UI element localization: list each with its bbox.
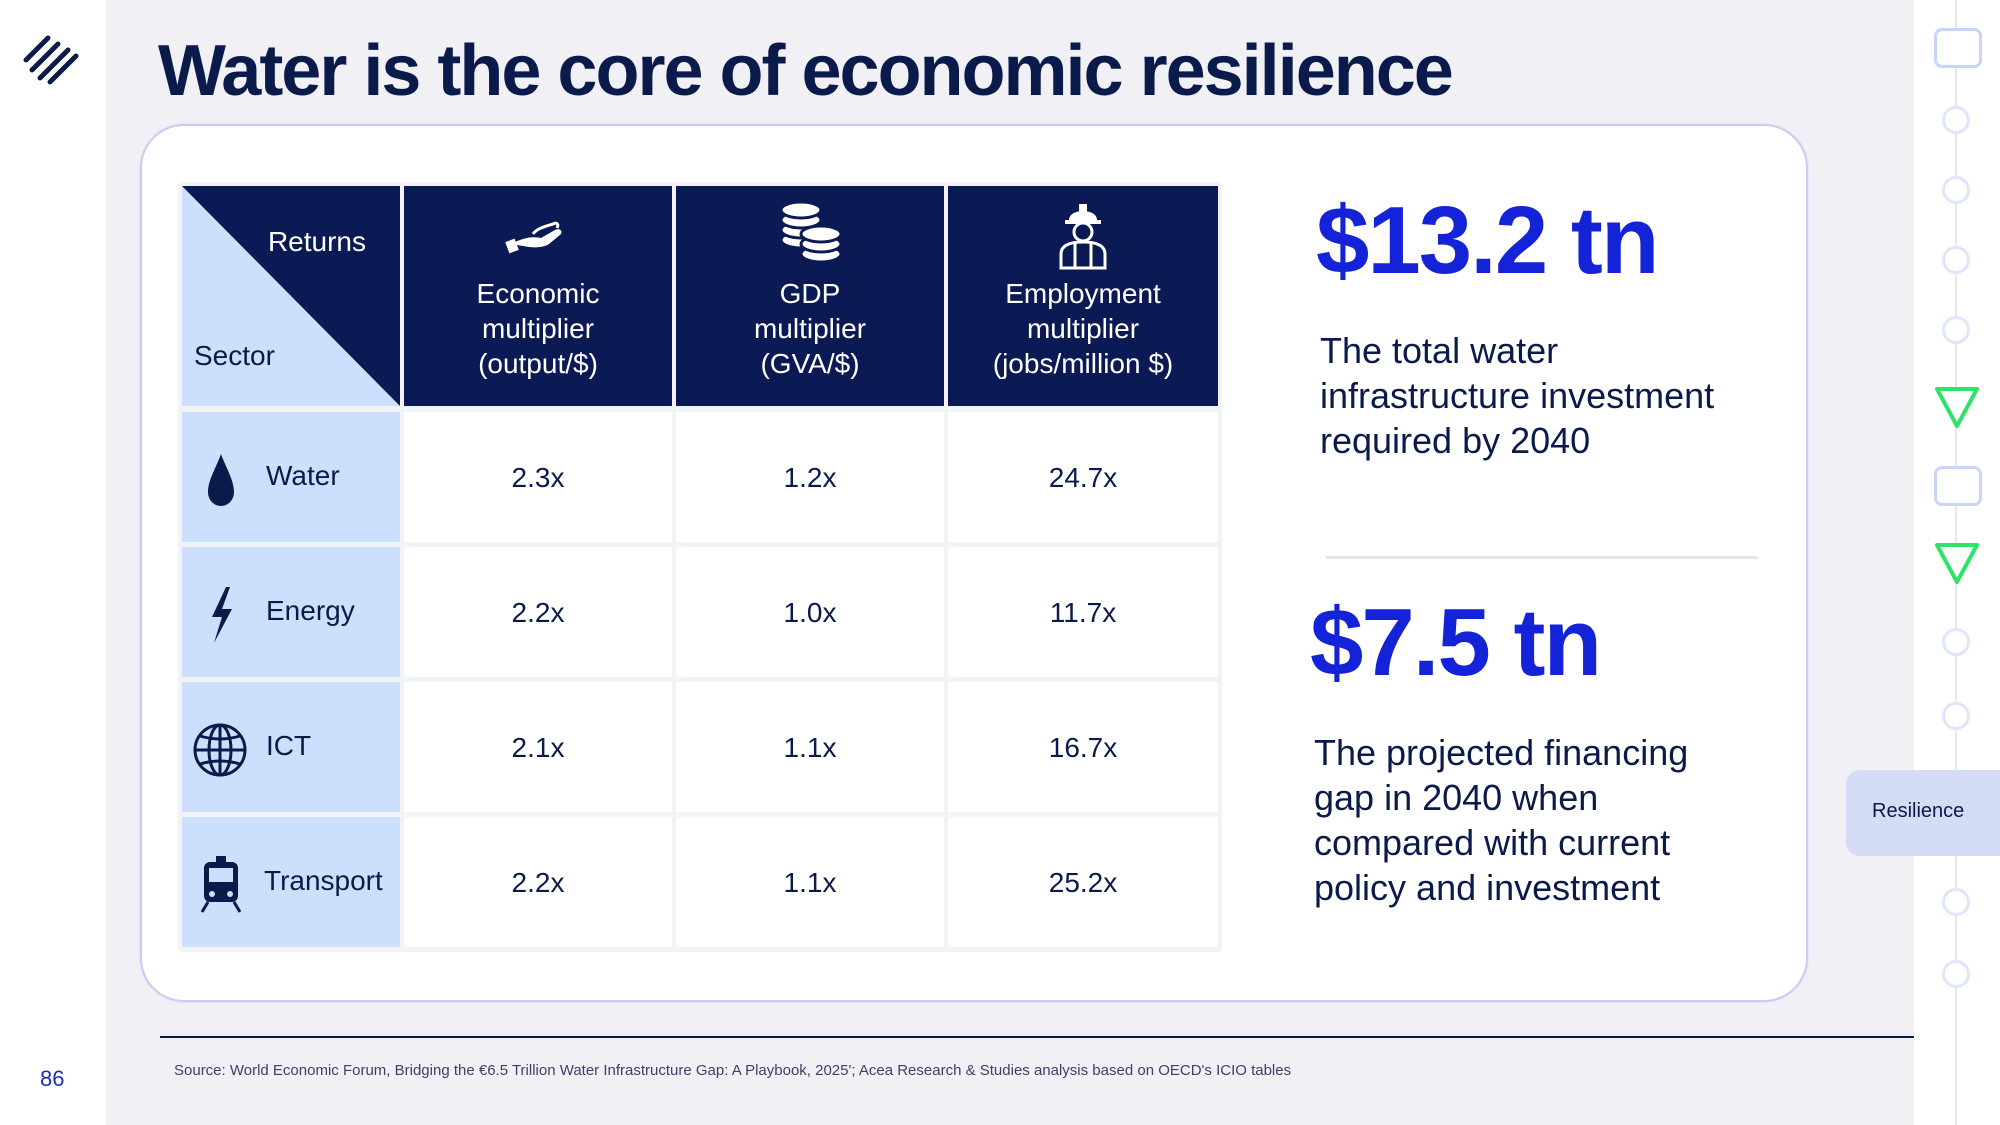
footer-divider — [160, 1036, 1914, 1038]
row-sector-label: Transport — [264, 865, 383, 896]
table-cell: 1.1x — [676, 817, 944, 947]
nav-page-node[interactable] — [1942, 702, 1970, 730]
left-rail: 86 — [0, 0, 106, 1125]
table-cell: 11.7x — [948, 547, 1218, 677]
row-label-energy: Energy — [182, 547, 400, 677]
cell-value: 16.7x — [1048, 732, 1118, 763]
nav-page-node[interactable] — [1942, 316, 1970, 344]
page-number: 86 — [40, 1066, 65, 1091]
multiplier-table: Returns Sector Economic multiplier (outp… — [178, 182, 1222, 952]
cell-value: 2.2x — [511, 597, 565, 628]
row-label-ict: ICT — [182, 682, 400, 812]
nav-page-node[interactable] — [1942, 106, 1970, 134]
table-cell: 2.3x — [404, 412, 672, 542]
page-title: Water is the core of economic resilience — [158, 31, 1454, 111]
table-corner-cell: Returns Sector — [182, 186, 400, 406]
nav-tab-resilience[interactable]: Resilience — [1846, 770, 2000, 856]
table-cell: 2.2x — [404, 547, 672, 677]
nav-page-node[interactable] — [1942, 176, 1970, 204]
table-cell: 16.7x — [948, 682, 1218, 812]
column-header-label: Economic multiplier (output/$) — [476, 278, 600, 379]
content-card: Returns Sector Economic multiplier (outp… — [140, 124, 1808, 1002]
brand-logo-icon — [23, 35, 79, 85]
table-cell: 2.1x — [404, 682, 672, 812]
row-label-water: Water — [182, 412, 400, 542]
water-drop-icon — [208, 454, 234, 506]
cell-value: 11.7x — [1049, 597, 1117, 628]
stat-total-investment-description: The total water infrastructure investmen… — [1320, 330, 1715, 461]
lightning-icon — [212, 587, 232, 643]
row-label-transport: Transport — [182, 817, 400, 947]
column-header-gdp: GDP multiplier (GVA/$) — [676, 186, 944, 406]
corner-sector-label: Sector — [194, 340, 275, 371]
stat-total-investment-value: $13.2 tn — [1316, 187, 1660, 294]
stat-financing-gap-value: $7.5 tn — [1310, 589, 1602, 696]
nav-page-node[interactable] — [1942, 246, 1970, 274]
cell-value: 2.3x — [511, 462, 565, 493]
nav-marker-triangle-icon[interactable] — [1934, 542, 1980, 586]
worker-icon — [1059, 204, 1107, 270]
cell-value: 1.0x — [783, 597, 837, 628]
cell-value: 1.1x — [783, 732, 837, 763]
table-cell: 24.7x — [948, 412, 1218, 542]
nav-tab-label: Resilience — [1872, 800, 1965, 822]
nav-section-node[interactable] — [1934, 466, 1982, 506]
column-header-label: Employment multiplier (jobs/million $) — [992, 278, 1174, 379]
corner-returns-label: Returns — [267, 226, 366, 257]
table-cell: 25.2x — [948, 817, 1218, 947]
stats-divider — [1326, 556, 1758, 559]
coins-icon — [779, 200, 843, 264]
nav-page-node[interactable] — [1942, 628, 1970, 656]
corner-diagonal-shape — [182, 186, 400, 406]
table-cell: 1.2x — [676, 412, 944, 542]
column-header-employment: Employment multiplier (jobs/million $) — [948, 186, 1218, 406]
nav-marker-triangle-icon[interactable] — [1934, 386, 1980, 430]
column-header-economic: Economic multiplier (output/$) — [404, 186, 672, 406]
nav-page-node[interactable] — [1942, 960, 1970, 988]
globe-icon — [193, 723, 247, 777]
source-note: Source: World Economic Forum, Bridging t… — [174, 1062, 1292, 1079]
row-sector-label: ICT — [266, 730, 312, 761]
nav-section-node[interactable] — [1934, 28, 1982, 68]
row-sector-label: Water — [266, 460, 340, 491]
section-navigation-rail — [1914, 0, 2000, 1125]
cell-value: 2.1x — [511, 732, 565, 763]
column-header-label: GDP multiplier (GVA/$) — [753, 278, 867, 379]
stat-financing-gap-description: The projected financing gap in 2040 when… — [1314, 732, 1689, 908]
train-icon — [200, 856, 242, 913]
table-cell: 1.0x — [676, 547, 944, 677]
cell-value: 1.2x — [783, 462, 837, 493]
hand-coin-icon — [505, 221, 562, 254]
cell-value: 24.7x — [1048, 462, 1118, 493]
cell-value: 25.2x — [1048, 867, 1118, 898]
slide-main: Water is the core of economic resilience… — [106, 0, 1914, 1125]
cell-value: 2.2x — [511, 867, 565, 898]
cell-value: 1.1x — [783, 867, 837, 898]
row-sector-label: Energy — [266, 595, 355, 626]
table-cell: 2.2x — [404, 817, 672, 947]
nav-page-node[interactable] — [1942, 888, 1970, 916]
table-cell: 1.1x — [676, 682, 944, 812]
